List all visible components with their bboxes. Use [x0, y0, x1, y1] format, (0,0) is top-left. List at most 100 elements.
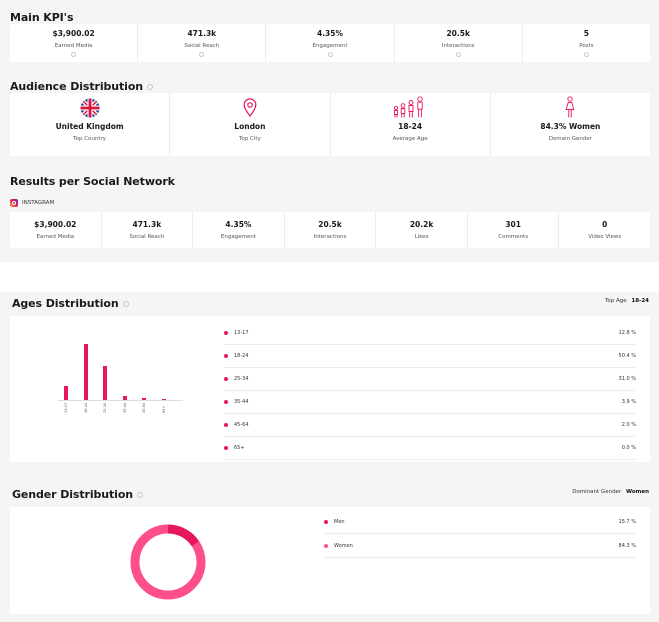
info-icon[interactable] [583, 52, 589, 57]
result-label: Video Views [588, 234, 622, 240]
audience-label: Average Age [392, 136, 428, 142]
gender-legend-row: Women 84.3 % [324, 535, 636, 558]
audience-label: Top City [238, 136, 261, 142]
network-tag: INSTAGRAM [10, 199, 54, 207]
legend-percent: 31.0 % [618, 376, 636, 382]
kpi-label: Social Reach [184, 43, 220, 49]
kpi-earned-media: $3,900.02 Earned Media [10, 24, 139, 62]
network-name: INSTAGRAM [22, 200, 55, 206]
audience-card: United Kingdom Top Country London Top Ci… [10, 93, 650, 156]
woman-icon [565, 96, 575, 118]
kpi-value: 471.3k [187, 29, 217, 38]
audience-value: 84.3% Women [540, 122, 601, 131]
ages-card: 13-17 18-24 25-34 35-44 45-64 65+ 13-17 12.8 %… [10, 316, 650, 462]
dominant-gender-value: Women [625, 489, 649, 495]
legend-percent: 0.0 % [621, 445, 636, 451]
age-tick-label: 45-64 [142, 402, 146, 413]
info-icon[interactable] [71, 52, 77, 57]
age-bar[interactable] [64, 385, 68, 400]
result-value: 20.5k [318, 220, 342, 229]
top-age-value: 18-24 [631, 298, 649, 304]
result-interactions: 20.5k Interactions [285, 212, 377, 248]
age-figures-icon [392, 96, 428, 118]
audience-label: Domain Gender [548, 136, 593, 142]
info-icon[interactable] [122, 301, 129, 307]
kpi-label: Earned Media [54, 43, 93, 49]
result-label: Comments [498, 234, 529, 240]
info-icon[interactable] [199, 52, 205, 57]
section-divider [0, 262, 659, 292]
dominant-gender-label: Dominant Gender [572, 489, 622, 495]
legend-label: 35-44 [234, 399, 249, 405]
result-label: Likes [414, 234, 429, 240]
legend-label: 65+ [234, 445, 245, 451]
results-title: Results per Social Network [10, 175, 175, 188]
instagram-icon [10, 199, 18, 207]
audience-value: United Kingdom [55, 122, 124, 131]
age-tick-label: 18-24 [83, 402, 88, 413]
legend-label: 45-64 [234, 422, 249, 428]
info-icon[interactable] [327, 52, 333, 57]
legend-label: Men [334, 519, 345, 525]
legend-label: 18-24 [234, 353, 249, 359]
legend-label: 13-17 [234, 330, 249, 336]
kpi-value: 4.35% [316, 29, 344, 38]
ages-title: Ages Distribution [12, 297, 129, 310]
legend-dot [224, 377, 228, 381]
main-kpis-title: Main KPI's [10, 11, 74, 24]
age-legend-row: 65+ 0.0 % [224, 437, 636, 460]
kpi-value: $3,900.02 [52, 29, 95, 38]
kpi-value: 5 [583, 29, 590, 38]
age-bar[interactable] [83, 344, 88, 400]
audience-label: Top Country [73, 136, 107, 142]
result-social-reach: 471.3k Social Reach [102, 212, 194, 248]
legend-percent: 12.8 % [618, 330, 636, 336]
result-value: 20.2k [409, 220, 434, 229]
age-bar[interactable] [122, 395, 127, 400]
kpi-engagement: 4.35% Engagement [266, 24, 395, 62]
audience-title: Audience Distribution [10, 80, 154, 93]
legend-dot [224, 423, 228, 427]
results-card: $3,900.02 Earned Media 471.3k Social Reach… [10, 212, 650, 248]
info-icon[interactable] [137, 492, 144, 498]
age-legend-row: 45-64 2.0 % [224, 414, 636, 437]
ages-legend: 13-17 12.8 % 18-24 50.4 % 25-34 31.0 % 35-44 3.… [224, 322, 636, 460]
gender-card: Men 15.7 % Women 84.3 % [10, 507, 650, 614]
kpi-label: Engagement [312, 43, 348, 49]
result-label: Interactions [313, 234, 347, 240]
legend-label: Women [334, 543, 353, 549]
legend-percent: 50.4 % [618, 353, 636, 359]
result-value: 471.3k [132, 220, 162, 229]
gender-slice-women[interactable] [130, 524, 206, 600]
gender-title: Gender Distribution [12, 488, 144, 501]
gender-donut-chart [128, 522, 208, 602]
top-age-label: Top Age [604, 298, 627, 304]
gender-title-text: Gender Distribution [12, 488, 134, 501]
age-legend-row: 18-24 50.4 % [224, 345, 636, 368]
age-bar[interactable] [161, 399, 166, 400]
age-tick-label: 13-17 [64, 402, 68, 413]
age-legend-row: 13-17 12.8 % [224, 322, 636, 345]
top-age: Top Age 18-24 [605, 298, 649, 304]
kpi-value: 20.5k [446, 29, 470, 38]
legend-percent: 3.9 % [621, 399, 636, 405]
legend-percent: 15.7 % [618, 519, 636, 525]
audience-title-text: Audience Distribution [10, 80, 144, 93]
info-icon[interactable] [147, 84, 154, 90]
info-icon[interactable] [455, 52, 461, 57]
audience-value: London [234, 122, 266, 131]
age-tick-label: 35-44 [122, 402, 127, 413]
ages-bar-chart: 13-17 18-24 25-34 35-44 45-64 65+ [10, 316, 210, 462]
x-axis [58, 400, 183, 401]
uk-flag-icon [80, 96, 100, 118]
kpi-interactions: 20.5k Interactions [395, 24, 523, 62]
age-bar[interactable] [142, 397, 146, 400]
ages-title-text: Ages Distribution [12, 297, 119, 310]
main-kpis-card: $3,900.02 Earned Media 471.3k Social Reach… [10, 24, 650, 62]
age-bar[interactable] [103, 365, 107, 400]
legend-dot [224, 331, 228, 335]
legend-percent: 2.0 % [621, 422, 636, 428]
kpi-label: Interactions [441, 43, 475, 49]
legend-percent: 84.3 % [618, 543, 636, 549]
result-label: Engagement [220, 234, 256, 240]
